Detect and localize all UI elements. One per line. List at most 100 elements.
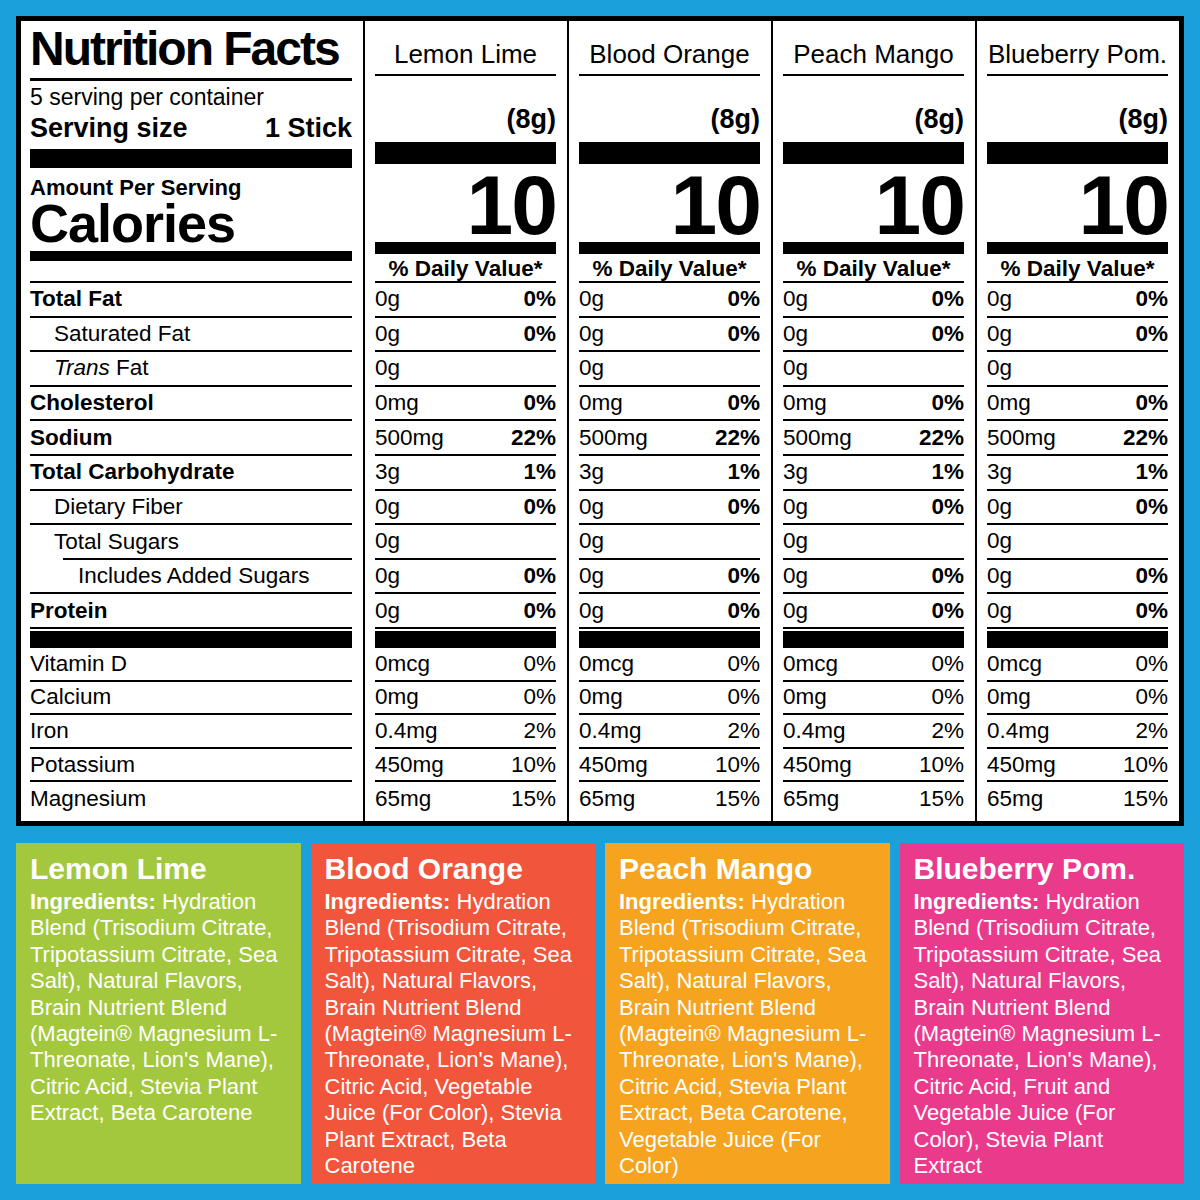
ingredients-label: Ingredients: — [914, 889, 1040, 914]
micronutrient-label-rows: Vitamin DCalciumIronPotassiumMagnesium — [30, 648, 352, 816]
micronutrient-amount: 450mg — [579, 752, 648, 778]
nutrient-value-row: 0g0% — [579, 318, 760, 353]
micronutrient-amount: 0mcg — [783, 651, 838, 677]
ingredients-text: Ingredients: Hydration Blend (Trisodium … — [914, 889, 1171, 1179]
nutrient-name: Cholesterol — [30, 390, 154, 416]
nutrient-label-rows: Total FatSaturated FatTrans FatCholester… — [30, 283, 352, 629]
micronutrient-amount: 65mg — [375, 786, 431, 812]
flavor-header: Blood Orange(8g)10% Daily Value* — [579, 21, 760, 283]
nutrient-value-row: 0g — [987, 525, 1168, 560]
nutrient-value-row: 3g1% — [579, 456, 760, 491]
flavor-title: Blueberry Pom. — [914, 852, 1171, 886]
nutrient-dv: 0% — [727, 494, 760, 520]
micronutrient-value-row: 0.4mg2% — [579, 715, 760, 749]
nutrient-dv: 1% — [727, 459, 760, 485]
micronutrient-amount: 0mcg — [579, 651, 634, 677]
ingredients-section: Lemon Lime Ingredients: Hydration Blend (… — [16, 843, 1184, 1184]
micronutrient-dv: 10% — [511, 752, 556, 778]
nutrient-dv: 0% — [1135, 321, 1168, 347]
nutrient-amount: 0g — [987, 563, 1012, 589]
micronutrient-value-row: 0.4mg 2% — [783, 715, 964, 749]
flavor-column-lemon-lime: Lemon Lime(8g)10% Daily Value*0g0%0g0%0g… — [363, 21, 567, 821]
nutrition-facts-panel: Nutrition Facts 5 serving per container … — [16, 16, 1184, 826]
nutrient-amount: 0g — [375, 494, 400, 520]
nutrient-dv: 0% — [931, 494, 964, 520]
micronutrient-name: Calcium — [30, 684, 111, 710]
nutrient-value-row: 0g0% — [579, 491, 760, 526]
nutrient-amount: 0g — [783, 321, 808, 347]
nutrient-value-row: 0g0% — [783, 560, 964, 595]
micronutrient-value-row: 450mg 10% — [375, 749, 556, 783]
nutrient-amount: 3g — [987, 459, 1012, 485]
micronutrient-amount: 65mg — [987, 786, 1043, 812]
nutrient-dv: 0% — [523, 598, 556, 624]
nutrient-amount: 0g — [783, 355, 808, 381]
nutrient-dv: 0% — [931, 286, 964, 312]
divider-bar — [579, 631, 760, 648]
micronutrient-amount: 0.4mg — [783, 718, 846, 744]
serving-size-row: Serving size 1 Stick — [30, 115, 352, 142]
nutrient-amount: 0g — [987, 321, 1012, 347]
nutrient-name: Total Carbohydrate — [30, 459, 235, 485]
micronutrient-dv: 2% — [523, 718, 556, 744]
nutrient-value-row: 0g0% — [579, 283, 760, 318]
nutrient-amount: 0g — [579, 321, 604, 347]
nutrient-value-rows: 0g0%0g0%0g0mg0%500mg22%3g1%0g0%0g0g0%0g0… — [987, 283, 1168, 629]
nutrient-value-row: 0mg0% — [783, 387, 964, 422]
micronutrient-dv: 15% — [919, 786, 964, 812]
nutrient-dv: 0% — [727, 563, 760, 589]
micronutrient-amount: 0.4mg — [375, 718, 438, 744]
nutrient-value-row: 0mg0% — [375, 387, 556, 422]
micronutrient-dv: 0% — [523, 684, 556, 710]
nutrient-dv: 0% — [1135, 286, 1168, 312]
nutrient-value-row: 0g — [579, 352, 760, 387]
nutrient-value-row: 500mg22% — [987, 421, 1168, 456]
nutrient-row: Dietary Fiber — [30, 491, 352, 526]
calories-value: 10 — [783, 174, 964, 237]
nutrient-value-row: 500mg22% — [375, 421, 556, 456]
nutrient-dv: 0% — [523, 494, 556, 520]
divider-bar — [783, 631, 964, 648]
nutrient-value-row: 0g 0% — [783, 594, 964, 629]
micronutrient-amount: 0mcg — [987, 651, 1042, 677]
nutrient-row: Cholesterol — [30, 387, 352, 422]
nutrient-dv: 1% — [523, 459, 556, 485]
flavor-title: Lemon Lime — [30, 852, 287, 886]
micronutrient-value-rows: 0mcg0%0mg0%0.4mg2%450mg10%65mg15% — [987, 648, 1168, 816]
micronutrient-value-row: 0mg0% — [375, 682, 556, 716]
micronutrient-amount: 450mg — [375, 752, 444, 778]
ingredients-label: Ingredients: — [619, 889, 745, 914]
nutrient-amount: 0g — [783, 286, 808, 312]
micronutrient-dv: 0% — [1135, 651, 1168, 677]
nutrient-amount: 0g — [783, 598, 808, 624]
nutrient-dv: 0% — [931, 598, 964, 624]
nutrient-value-row: 500mg22% — [579, 421, 760, 456]
nutrient-value-row: 3g1% — [783, 456, 964, 491]
nutrient-amount: 0g — [987, 598, 1012, 624]
micronutrient-amount: 0mcg — [375, 651, 430, 677]
ingredients-text: Ingredients: Hydration Blend (Trisodium … — [325, 889, 582, 1179]
nutrient-name: Trans Fat — [30, 355, 149, 381]
micronutrient-dv: 2% — [931, 718, 964, 744]
micronutrient-name: Potassium — [30, 752, 135, 778]
nutrient-value-row: 0g0% — [987, 560, 1168, 595]
micronutrient-value-row: 65mg15% — [783, 782, 964, 816]
flavor-name: Lemon Lime — [375, 21, 556, 76]
nutrient-dv: 0% — [931, 390, 964, 416]
nutrient-amount: 500mg — [375, 425, 444, 451]
ingredients-box-lemon-lime: Lemon LimeIngredients: Hydration Blend (… — [16, 843, 301, 1184]
nutrient-dv: 0% — [1135, 598, 1168, 624]
nutrient-value-row: 0g0% — [987, 283, 1168, 318]
divider-bar — [375, 631, 556, 648]
micronutrient-amount: 0mg — [783, 684, 827, 710]
micronutrient-value-rows: 0mcg0%0mg0%0.4mg2%450mg10%65mg15% — [375, 648, 556, 816]
nutrient-value-row: 0g — [375, 525, 556, 560]
micronutrient-value-row: 65mg15% — [579, 782, 760, 816]
micronutrient-dv: 15% — [715, 786, 760, 812]
nutrient-value-row: 0g0% — [987, 491, 1168, 526]
nutrient-value-row: 500mg22% — [783, 421, 964, 456]
nutrient-value-row: 0g 0% — [375, 491, 556, 526]
micronutrient-dv: 2% — [727, 718, 760, 744]
serving-size-label: Serving size — [30, 115, 188, 142]
flavor-column-peach-mango: Peach Mango(8g)10% Daily Value*0g0%0g0%0… — [771, 21, 975, 821]
